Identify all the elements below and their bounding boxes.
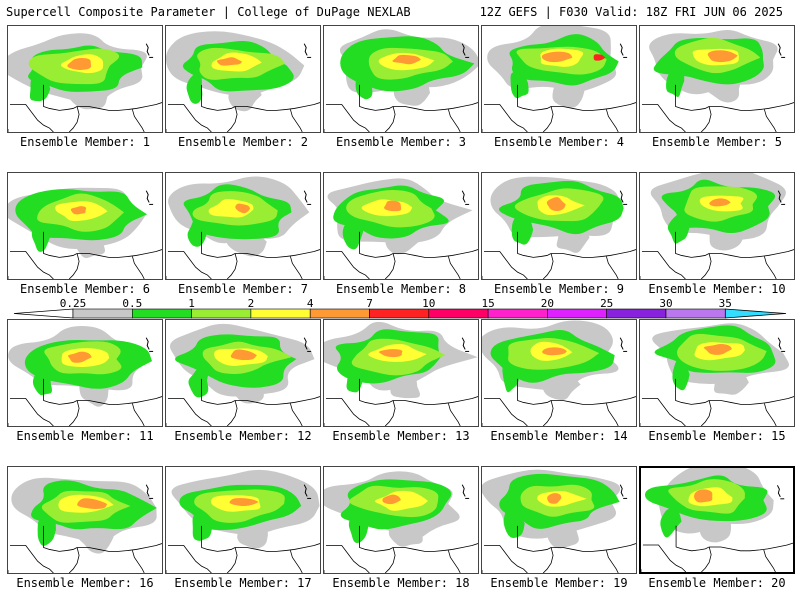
colorbar-segment bbox=[487, 308, 548, 319]
colorbar-tick-label: 30 bbox=[659, 298, 672, 310]
colorbar-tick-label: 25 bbox=[600, 298, 613, 310]
colorbar-segment bbox=[665, 308, 726, 319]
ensemble-member-panel[interactable] bbox=[481, 466, 637, 574]
member-label: Ensemble Member: 15 bbox=[648, 429, 786, 443]
member-label: Ensemble Member: 12 bbox=[174, 429, 312, 443]
member-label: Ensemble Member: 17 bbox=[174, 576, 312, 590]
colorbar-segment bbox=[606, 308, 667, 319]
ensemble-member-panel[interactable] bbox=[7, 25, 163, 133]
colorbar-segment bbox=[428, 308, 489, 319]
ensemble-member-panel[interactable] bbox=[165, 172, 321, 280]
colorbar-tick-label: 2 bbox=[248, 298, 255, 310]
member-map bbox=[166, 323, 320, 426]
ensemble-member-panel[interactable] bbox=[481, 172, 637, 280]
member-label: Ensemble Member: 9 bbox=[493, 282, 625, 296]
member-map bbox=[166, 469, 320, 573]
member-label: Ensemble Member: 13 bbox=[332, 429, 470, 443]
member-map bbox=[482, 176, 636, 279]
member-label: Ensemble Member: 16 bbox=[16, 576, 154, 590]
colorbar-tick-label: 20 bbox=[541, 298, 554, 310]
color-scale-svg: 0.25 0.5 1 2 4 7 10 15 20 25 30 35 bbox=[13, 298, 787, 319]
colorbar-tick-label: 4 bbox=[307, 298, 314, 310]
ensemble-member-panel[interactable] bbox=[639, 466, 795, 574]
member-map bbox=[640, 323, 794, 426]
colorbar-over-triangle bbox=[724, 308, 787, 319]
member-label: Ensemble Member: 1 bbox=[19, 135, 151, 149]
ensemble-member-panel[interactable] bbox=[165, 319, 321, 427]
model-run-info: 12Z GEFS | F030 Valid: 18Z FRI JUN 06 20… bbox=[479, 5, 783, 19]
colorbar-under-triangle bbox=[13, 308, 74, 319]
ensemble-member-panel[interactable] bbox=[323, 25, 479, 133]
colorbar-tick-label: 0.25 bbox=[60, 298, 87, 310]
member-map bbox=[640, 173, 794, 279]
ensemble-member-panel[interactable] bbox=[165, 466, 321, 574]
colorbar-tick-label: 0.5 bbox=[122, 298, 142, 310]
ensemble-member-panel[interactable] bbox=[639, 319, 795, 427]
ensemble-member-panel[interactable] bbox=[481, 319, 637, 427]
color-scale-bar: 0.25 0.5 1 2 4 7 10 15 20 25 30 35 bbox=[0, 298, 800, 320]
member-label: Ensemble Member: 2 bbox=[177, 135, 309, 149]
colorbar-tick-label: 15 bbox=[481, 298, 494, 310]
member-label: Ensemble Member: 7 bbox=[177, 282, 309, 296]
member-label: Ensemble Member: 20 bbox=[648, 576, 786, 590]
ensemble-member-panel[interactable] bbox=[7, 466, 163, 574]
member-map bbox=[324, 471, 478, 573]
colorbar-segment bbox=[191, 308, 252, 319]
member-map bbox=[324, 178, 478, 279]
colorbar-segment bbox=[72, 308, 133, 319]
ensemble-member-panel[interactable] bbox=[7, 172, 163, 280]
colorbar-segment bbox=[369, 308, 430, 319]
ensemble-member-panel[interactable] bbox=[323, 172, 479, 280]
member-label: Ensemble Member: 4 bbox=[493, 135, 625, 149]
page-title: Supercell Composite Parameter | College … bbox=[6, 5, 411, 19]
member-map bbox=[482, 469, 636, 573]
member-map bbox=[8, 33, 162, 132]
member-map bbox=[8, 477, 162, 573]
ensemble-member-panel[interactable] bbox=[165, 25, 321, 133]
member-label: Ensemble Member: 11 bbox=[16, 429, 154, 443]
member-label: Ensemble Member: 8 bbox=[335, 282, 467, 296]
colorbar-tick-label: 7 bbox=[366, 298, 373, 310]
colorbar-segment bbox=[250, 308, 311, 319]
member-map bbox=[324, 321, 478, 426]
colorbar-tick-label: 35 bbox=[719, 298, 732, 310]
member-label: Ensemble Member: 3 bbox=[335, 135, 467, 149]
member-map bbox=[641, 468, 793, 572]
member-map bbox=[166, 176, 320, 279]
member-label: Ensemble Member: 10 bbox=[648, 282, 786, 296]
member-map bbox=[166, 31, 320, 132]
member-label: Ensemble Member: 14 bbox=[490, 429, 628, 443]
colorbar-tick-label: 10 bbox=[422, 298, 435, 310]
member-map bbox=[324, 29, 478, 132]
member-label: Ensemble Member: 18 bbox=[332, 576, 470, 590]
ensemble-member-panel[interactable] bbox=[323, 319, 479, 427]
ensemble-member-panel[interactable] bbox=[481, 25, 637, 133]
member-map bbox=[482, 26, 636, 132]
colorbar-segment bbox=[309, 308, 370, 319]
colorbar-segment bbox=[547, 308, 608, 319]
member-map bbox=[482, 320, 636, 426]
member-map bbox=[8, 187, 162, 279]
member-map bbox=[8, 325, 162, 426]
ensemble-member-panel[interactable] bbox=[7, 319, 163, 427]
colorbar-segment bbox=[132, 308, 192, 319]
colorbar-tick-label: 1 bbox=[188, 298, 195, 310]
member-label: Ensemble Member: 19 bbox=[490, 576, 628, 590]
member-map bbox=[640, 29, 794, 132]
ensemble-member-panel[interactable] bbox=[639, 172, 795, 280]
member-label: Ensemble Member: 6 bbox=[19, 282, 151, 296]
ensemble-member-panel[interactable] bbox=[639, 25, 795, 133]
member-label: Ensemble Member: 5 bbox=[651, 135, 783, 149]
ensemble-member-panel[interactable] bbox=[323, 466, 479, 574]
